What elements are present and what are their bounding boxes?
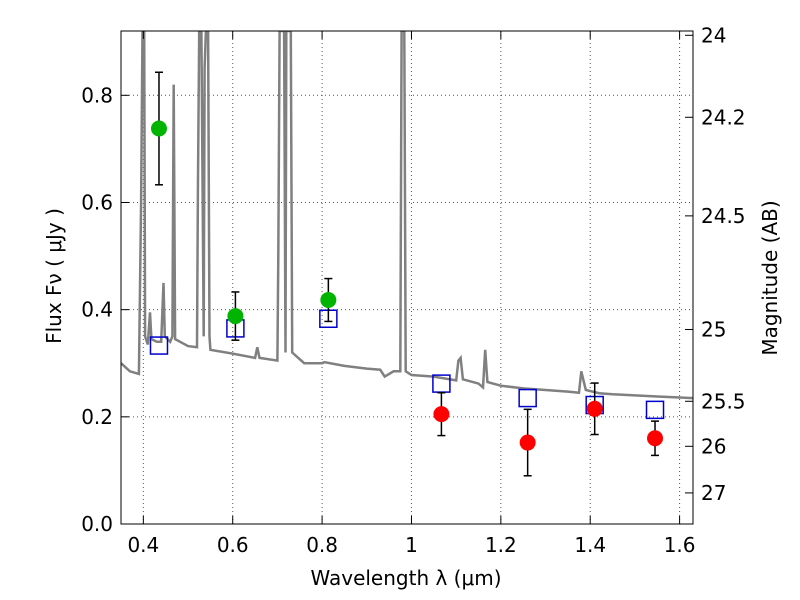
y-axis-label: Flux Fν ( μJy ): [42, 208, 66, 344]
grid: [121, 31, 693, 525]
y2-tick-label: 26: [701, 434, 726, 458]
x-tick-label: 0.8: [306, 533, 338, 557]
axis-ticks: 0.4 0.6 0.8 1 1.2 1.4 1.6 0.0 0.2 0.4 0.6 0.8 24 24.2…: [81, 23, 745, 557]
y2-tick-label: 24.5: [701, 204, 746, 228]
photometry-point: [433, 406, 450, 423]
model-spectrum: [121, 31, 693, 400]
x-tick-label: 1.6: [664, 533, 696, 557]
model-photometry-square: [518, 388, 537, 408]
photometry-point: [647, 430, 664, 447]
y-tick-label: 0.2: [81, 405, 113, 429]
y2-tick-label: 25: [701, 317, 726, 341]
photometry-point: [227, 308, 244, 325]
x-tick-label: 0.4: [127, 533, 159, 557]
photometry-point: [519, 434, 536, 451]
data-markers: [149, 71, 665, 477]
y2-tick-label: 24.2: [701, 105, 746, 129]
y2-axis-label: Magnitude (AB): [758, 200, 782, 355]
photometry-point: [150, 120, 167, 137]
model-spectrum-line: [121, 31, 693, 400]
y-tick-label: 0.8: [81, 83, 113, 107]
x-axis-label: Wavelength λ (μm): [310, 566, 501, 590]
model-photometry-square: [645, 400, 665, 420]
photometry-point: [320, 292, 337, 309]
y2-tick-label: 27: [701, 481, 726, 505]
y2-tick-label: 24: [701, 23, 726, 47]
x-tick-label: 1: [405, 533, 418, 557]
y-tick-label: 0.6: [81, 190, 113, 214]
photometry-point: [586, 400, 603, 417]
x-tick-label: 1.4: [574, 533, 606, 557]
y-tick-label: 0.0: [81, 512, 113, 536]
y-tick-label: 0.4: [81, 298, 113, 322]
plot-frame: [120, 30, 694, 525]
model-photometry-square: [149, 336, 169, 355]
x-tick-label: 0.6: [217, 533, 249, 557]
x-tick-label: 1.2: [485, 533, 517, 557]
y2-tick-label: 25.5: [701, 389, 746, 413]
